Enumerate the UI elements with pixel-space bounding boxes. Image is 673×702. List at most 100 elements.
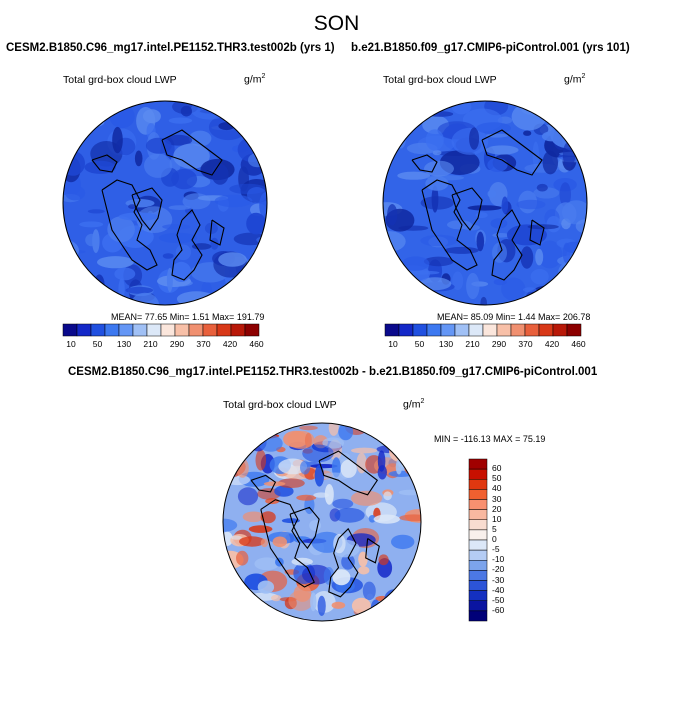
map-contour-patch: [63, 283, 79, 305]
map-contour-patch: [570, 257, 587, 281]
map-contour-patch: [351, 597, 371, 614]
map-contour-patch: [310, 592, 317, 612]
map-contour-patch: [175, 244, 192, 261]
map-contour-patch: [189, 130, 212, 147]
colorbar-swatch: [468, 539, 488, 551]
map-frame: [382, 100, 588, 306]
map-contour-patch: [480, 296, 487, 305]
panel-2-colorbar: [384, 323, 582, 337]
colorbar-swatch: [482, 323, 498, 337]
map-contour-patch: [118, 212, 159, 221]
coastline: [421, 179, 478, 271]
map-contour-patch: [338, 423, 354, 441]
coastline: [131, 187, 163, 231]
colorbar-swatch: [468, 560, 488, 571]
colorbar-tick-label: -30: [492, 574, 505, 585]
map-contour-patch: [63, 151, 85, 176]
map-contour-patch: [236, 550, 249, 566]
map-contour-patch: [201, 280, 213, 303]
map-contour-patch: [291, 557, 313, 566]
map-contour-patch: [485, 145, 519, 155]
colorbar-swatch: [468, 580, 488, 591]
colorbar-swatch: [468, 590, 488, 602]
map-contour-patch: [125, 286, 154, 294]
map-contour-patch: [340, 459, 357, 478]
map-contour-patch: [190, 101, 229, 120]
map-contour-patch: [84, 160, 116, 174]
colorbar-tick-label: -20: [492, 564, 505, 575]
colorbar-tick-label: 10: [66, 339, 76, 349]
colorbar-tick-label: -50: [492, 594, 505, 605]
colorbar-swatch: [174, 323, 190, 337]
panel-2-title: b.e21.B1850.f09_g17.CMIP6-piControl.001 …: [351, 42, 630, 54]
map-contour-patch: [95, 298, 136, 305]
colorbar-swatch: [398, 323, 414, 337]
map-contour-patch: [248, 274, 267, 296]
map-contour-patch: [432, 150, 442, 156]
colorbar-swatch: [468, 549, 488, 561]
map-contour-patch: [271, 594, 282, 602]
map-contour-patch: [214, 194, 253, 208]
map-contour-patch: [467, 205, 502, 211]
map-contour-patch: [253, 127, 267, 137]
map-contour-patch: [223, 573, 239, 593]
map-contour-patch: [66, 102, 98, 111]
map-contour-patch: [531, 285, 563, 303]
map-contour-patch: [288, 590, 314, 611]
map-contour-patch: [302, 564, 332, 585]
map-contour-patch: [425, 129, 444, 151]
map-contour-patch: [452, 271, 464, 291]
map-contour-patch: [559, 299, 576, 305]
map-contour-patch: [530, 268, 549, 285]
colorbar-swatch: [440, 323, 456, 337]
map-contour-patch: [313, 492, 329, 498]
colorbar-swatch: [90, 323, 106, 337]
map-contour-patch: [525, 289, 547, 305]
map-contour-patch: [63, 239, 79, 263]
panel-1-stats: MEAN= 77.65 Min= 1.51 Max= 191.79: [111, 312, 265, 322]
colorbar-tick-label: 5: [492, 523, 497, 534]
map-contour-patch: [537, 240, 563, 269]
map-contour-patch: [487, 157, 508, 172]
map-contour-patch: [299, 425, 318, 431]
map-contour-patch: [164, 134, 193, 146]
map-contour-patch: [383, 231, 406, 252]
map-contour-patch: [247, 112, 267, 121]
colorbar-swatch: [244, 323, 260, 337]
map-contour-patch: [309, 520, 321, 531]
map-contour-patch: [351, 490, 383, 506]
map-contour-patch: [561, 117, 576, 133]
map-contour-patch: [536, 183, 548, 192]
colorbar-swatch: [468, 499, 488, 510]
map-contour-patch: [144, 153, 173, 178]
panel-1-colorbar: [62, 323, 260, 337]
colorbar-tick-label: 290: [169, 339, 185, 349]
map-contour-patch: [426, 175, 465, 181]
map-contour-patch: [555, 297, 587, 305]
map-contour-patch: [546, 216, 561, 233]
panel-3-variable-label: Total grd-box cloud LWP: [223, 399, 337, 411]
map-contour-patch: [383, 134, 401, 152]
map-contour-patch: [246, 212, 266, 235]
colorbar-tick-label: 20: [492, 503, 502, 514]
map-contour-patch: [134, 150, 143, 167]
map-contour-patch: [516, 199, 546, 210]
map-contour-patch: [476, 122, 511, 134]
panel-3-stats: MIN = -116.13 MAX = 75.19: [434, 434, 546, 444]
map-contour-patch: [211, 163, 229, 185]
panel-2-units: g/m2: [564, 73, 586, 86]
colorbar-swatch: [146, 323, 162, 337]
map-contour-patch: [219, 284, 248, 305]
map-contour-patch: [173, 143, 210, 169]
map-contour-patch: [79, 221, 104, 228]
map-contour-patch: [107, 216, 135, 243]
map-contour-patch: [331, 601, 346, 609]
colorbar-swatch: [524, 323, 540, 337]
map-contour-patch: [296, 494, 317, 501]
map-contour-patch: [229, 423, 255, 437]
map-contour-patch: [404, 461, 419, 475]
map-contour-patch: [63, 137, 69, 160]
panel-3-title: CESM2.B1850.C96_mg17.intel.PE1152.THR3.t…: [68, 366, 598, 378]
colorbar-swatch: [510, 323, 526, 337]
colorbar-swatch: [202, 323, 218, 337]
